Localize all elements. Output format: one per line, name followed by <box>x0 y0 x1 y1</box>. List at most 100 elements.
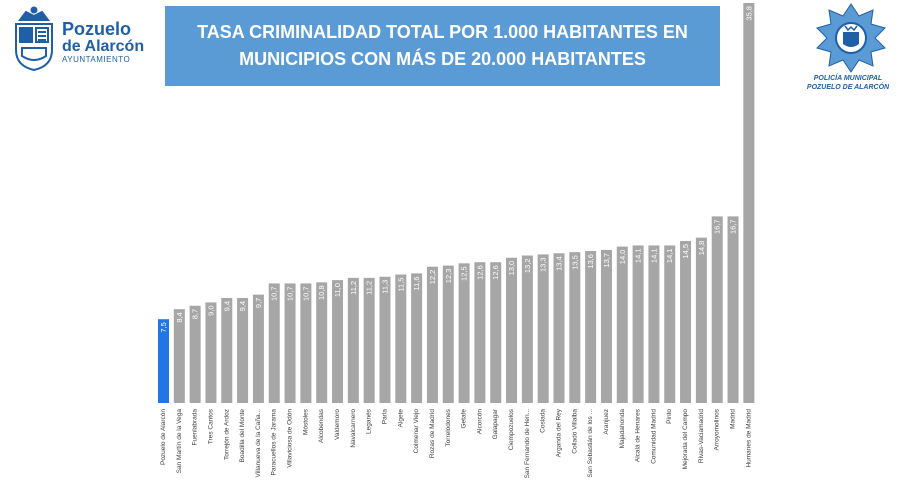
value-label-16: 11,6 <box>412 276 421 290</box>
bar-0 <box>158 319 169 403</box>
value-label-10: 10,8 <box>317 285 326 300</box>
bar-30 <box>632 245 644 403</box>
bar-34 <box>695 237 707 403</box>
value-label-15: 11,5 <box>396 278 405 292</box>
category-label-18: Torrelodones <box>445 408 452 446</box>
value-label-19: 12,5 <box>460 266 469 281</box>
value-label-20: 12,6 <box>475 265 484 280</box>
bar-7 <box>268 283 280 403</box>
value-label-25: 13,4 <box>555 256 564 271</box>
value-label-34: 14,8 <box>697 241 706 256</box>
value-label-1: 8,4 <box>175 312 184 322</box>
logo-name-line2: de Alarcón <box>62 38 145 55</box>
value-label-18: 12,3 <box>444 269 453 284</box>
value-label-33: 14,5 <box>681 244 690 259</box>
chart-title-line1: TASA CRIMINALIDAD TOTAL POR 1.000 HABITA… <box>197 22 688 42</box>
bar-32 <box>664 245 676 403</box>
category-label-22: Ciempozuelos <box>508 408 515 450</box>
value-label-0: 7,5 <box>159 322 168 332</box>
category-label-6: Villanueva de la Caña... <box>255 409 262 478</box>
value-label-26: 13,5 <box>570 255 579 270</box>
bar-13 <box>363 277 375 403</box>
category-label-29: Majadahonda <box>619 409 626 449</box>
category-label-2: Fuenlabrada <box>192 409 199 446</box>
category-label-31: Comunidad Madrid <box>650 409 657 464</box>
coat-of-arms-icon <box>15 6 53 72</box>
category-label-33: Mejorada del Campo <box>682 409 689 470</box>
category-label-19: Getafe <box>461 409 468 429</box>
bar-21 <box>490 262 502 403</box>
category-label-5: Boadilla del Monte <box>239 409 246 463</box>
bar-6 <box>252 294 264 403</box>
chart-bars: 7,5 Pozuelo de Alarcón 8,4 San Martín de la… <box>158 3 755 478</box>
category-label-1: San Martín de la Vega <box>176 409 183 474</box>
bar-29 <box>616 246 628 403</box>
category-label-25: Arganda del Rey <box>556 408 563 457</box>
bar-22 <box>506 257 518 403</box>
category-label-3: Tres Cantos <box>207 408 214 444</box>
value-label-7: 10,7 <box>270 286 279 301</box>
value-label-3: 9,0 <box>206 305 215 315</box>
value-label-23: 13,2 <box>523 259 532 274</box>
police-logo-line1: POLICÍA MUNICIPAL <box>813 75 883 82</box>
bar-17 <box>426 266 438 403</box>
bar-16 <box>411 273 423 403</box>
value-label-22: 13,0 <box>507 261 516 276</box>
bar-23 <box>521 255 533 403</box>
value-label-35: 16,7 <box>713 219 722 234</box>
bar-37 <box>743 3 755 403</box>
value-label-31: 14,1 <box>649 248 658 263</box>
bar-18 <box>442 265 454 403</box>
police-logo-line2: POZUELO DE ALARCÓN <box>806 84 890 91</box>
bar-36 <box>727 216 739 403</box>
bar-5 <box>237 297 249 403</box>
category-label-13: Leganés <box>366 408 373 434</box>
category-label-15: Algete <box>397 409 404 428</box>
chart-title-line2: MUNICIPIOS CON MÁS DE 20.000 HABITANTES <box>239 49 646 69</box>
value-label-12: 11,2 <box>349 281 358 295</box>
value-label-32: 14,1 <box>665 248 674 263</box>
value-label-13: 11,2 <box>365 281 374 295</box>
value-label-4: 9,4 <box>222 301 231 311</box>
pozuelo-logo-text: Pozuelo de Alarcón AYUNTAMIENTO <box>62 20 144 65</box>
bar-12 <box>347 277 359 403</box>
category-label-10: Alcobendas <box>318 408 325 443</box>
category-label-37: Humanes de Madrid <box>745 409 752 468</box>
police-star-badge-icon <box>816 3 886 73</box>
category-label-20: Alcorcón <box>476 409 483 435</box>
bar-33 <box>680 240 692 403</box>
category-label-0: Pozuelo de Alarcón <box>160 409 167 465</box>
category-label-30: Alcalá de Henares <box>635 408 642 462</box>
category-label-32: Pinto <box>666 409 673 424</box>
bar-35 <box>711 216 723 403</box>
category-label-35: Arroyomolinos <box>714 408 721 450</box>
police-badge-logo <box>806 2 896 98</box>
bar-20 <box>474 262 486 403</box>
value-label-29: 14,0 <box>618 250 627 265</box>
category-label-7: Paracuellos de Jarama <box>271 409 278 476</box>
bar-24 <box>537 254 549 403</box>
police-logo-text: POLICÍA MUNICIPAL POZUELO DE ALARCÓN <box>800 74 896 92</box>
category-label-28: Aranjuez <box>603 409 610 435</box>
value-label-30: 14,1 <box>634 248 643 263</box>
bar-31 <box>648 245 660 403</box>
bar-11 <box>332 280 344 403</box>
bar-3 <box>205 302 217 403</box>
value-label-24: 13,3 <box>539 257 548 272</box>
category-label-4: Torrejón de Ardoz <box>223 409 230 460</box>
logo-subtitle: AYUNTAMIENTO <box>62 55 131 64</box>
category-label-12: Navalcarnero <box>350 409 357 448</box>
bar-28 <box>600 249 612 403</box>
value-label-14: 11,3 <box>380 280 389 294</box>
chart-title-box: TASA CRIMINALIDAD TOTAL POR 1.000 HABITA… <box>165 6 720 86</box>
value-label-5: 9,4 <box>238 301 247 311</box>
value-label-17: 12,2 <box>428 270 437 285</box>
bar-8 <box>284 283 296 403</box>
category-label-9: Móstoles <box>302 408 309 435</box>
value-label-2: 8,7 <box>191 309 200 319</box>
value-label-37: 35,8 <box>744 6 753 21</box>
category-label-8: Villaviciosa de Odón <box>287 409 294 468</box>
value-label-27: 13,6 <box>586 254 595 269</box>
category-label-24: Coslada <box>540 409 547 433</box>
